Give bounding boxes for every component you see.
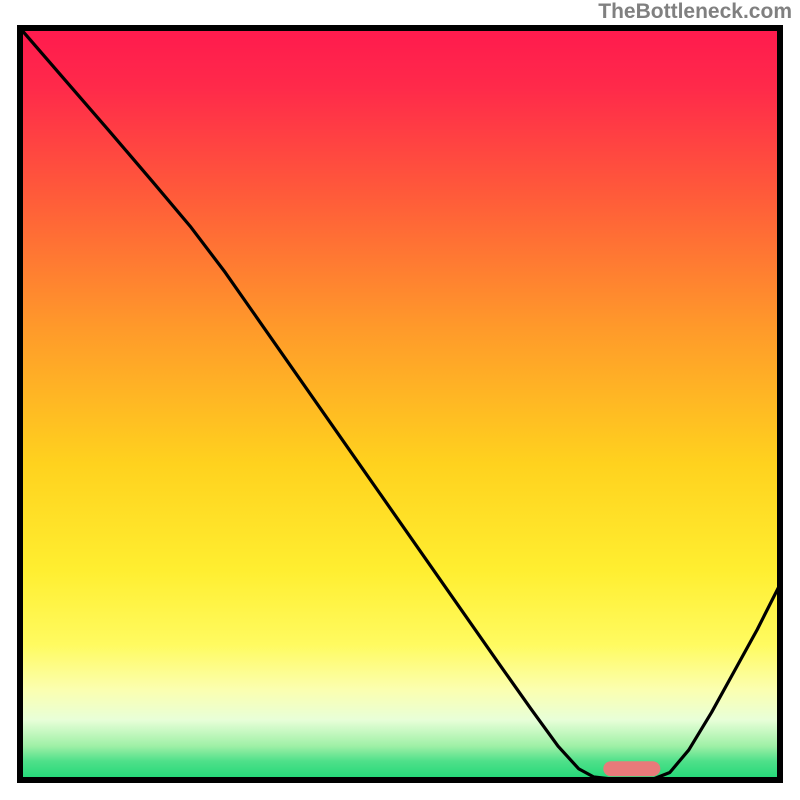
bottleneck-chart (0, 0, 800, 800)
chart-stage: TheBottleneck.com (0, 0, 800, 800)
optimum-marker (603, 761, 660, 776)
watermark-text: TheBottleneck.com (598, 0, 792, 24)
plot-background (20, 28, 780, 780)
